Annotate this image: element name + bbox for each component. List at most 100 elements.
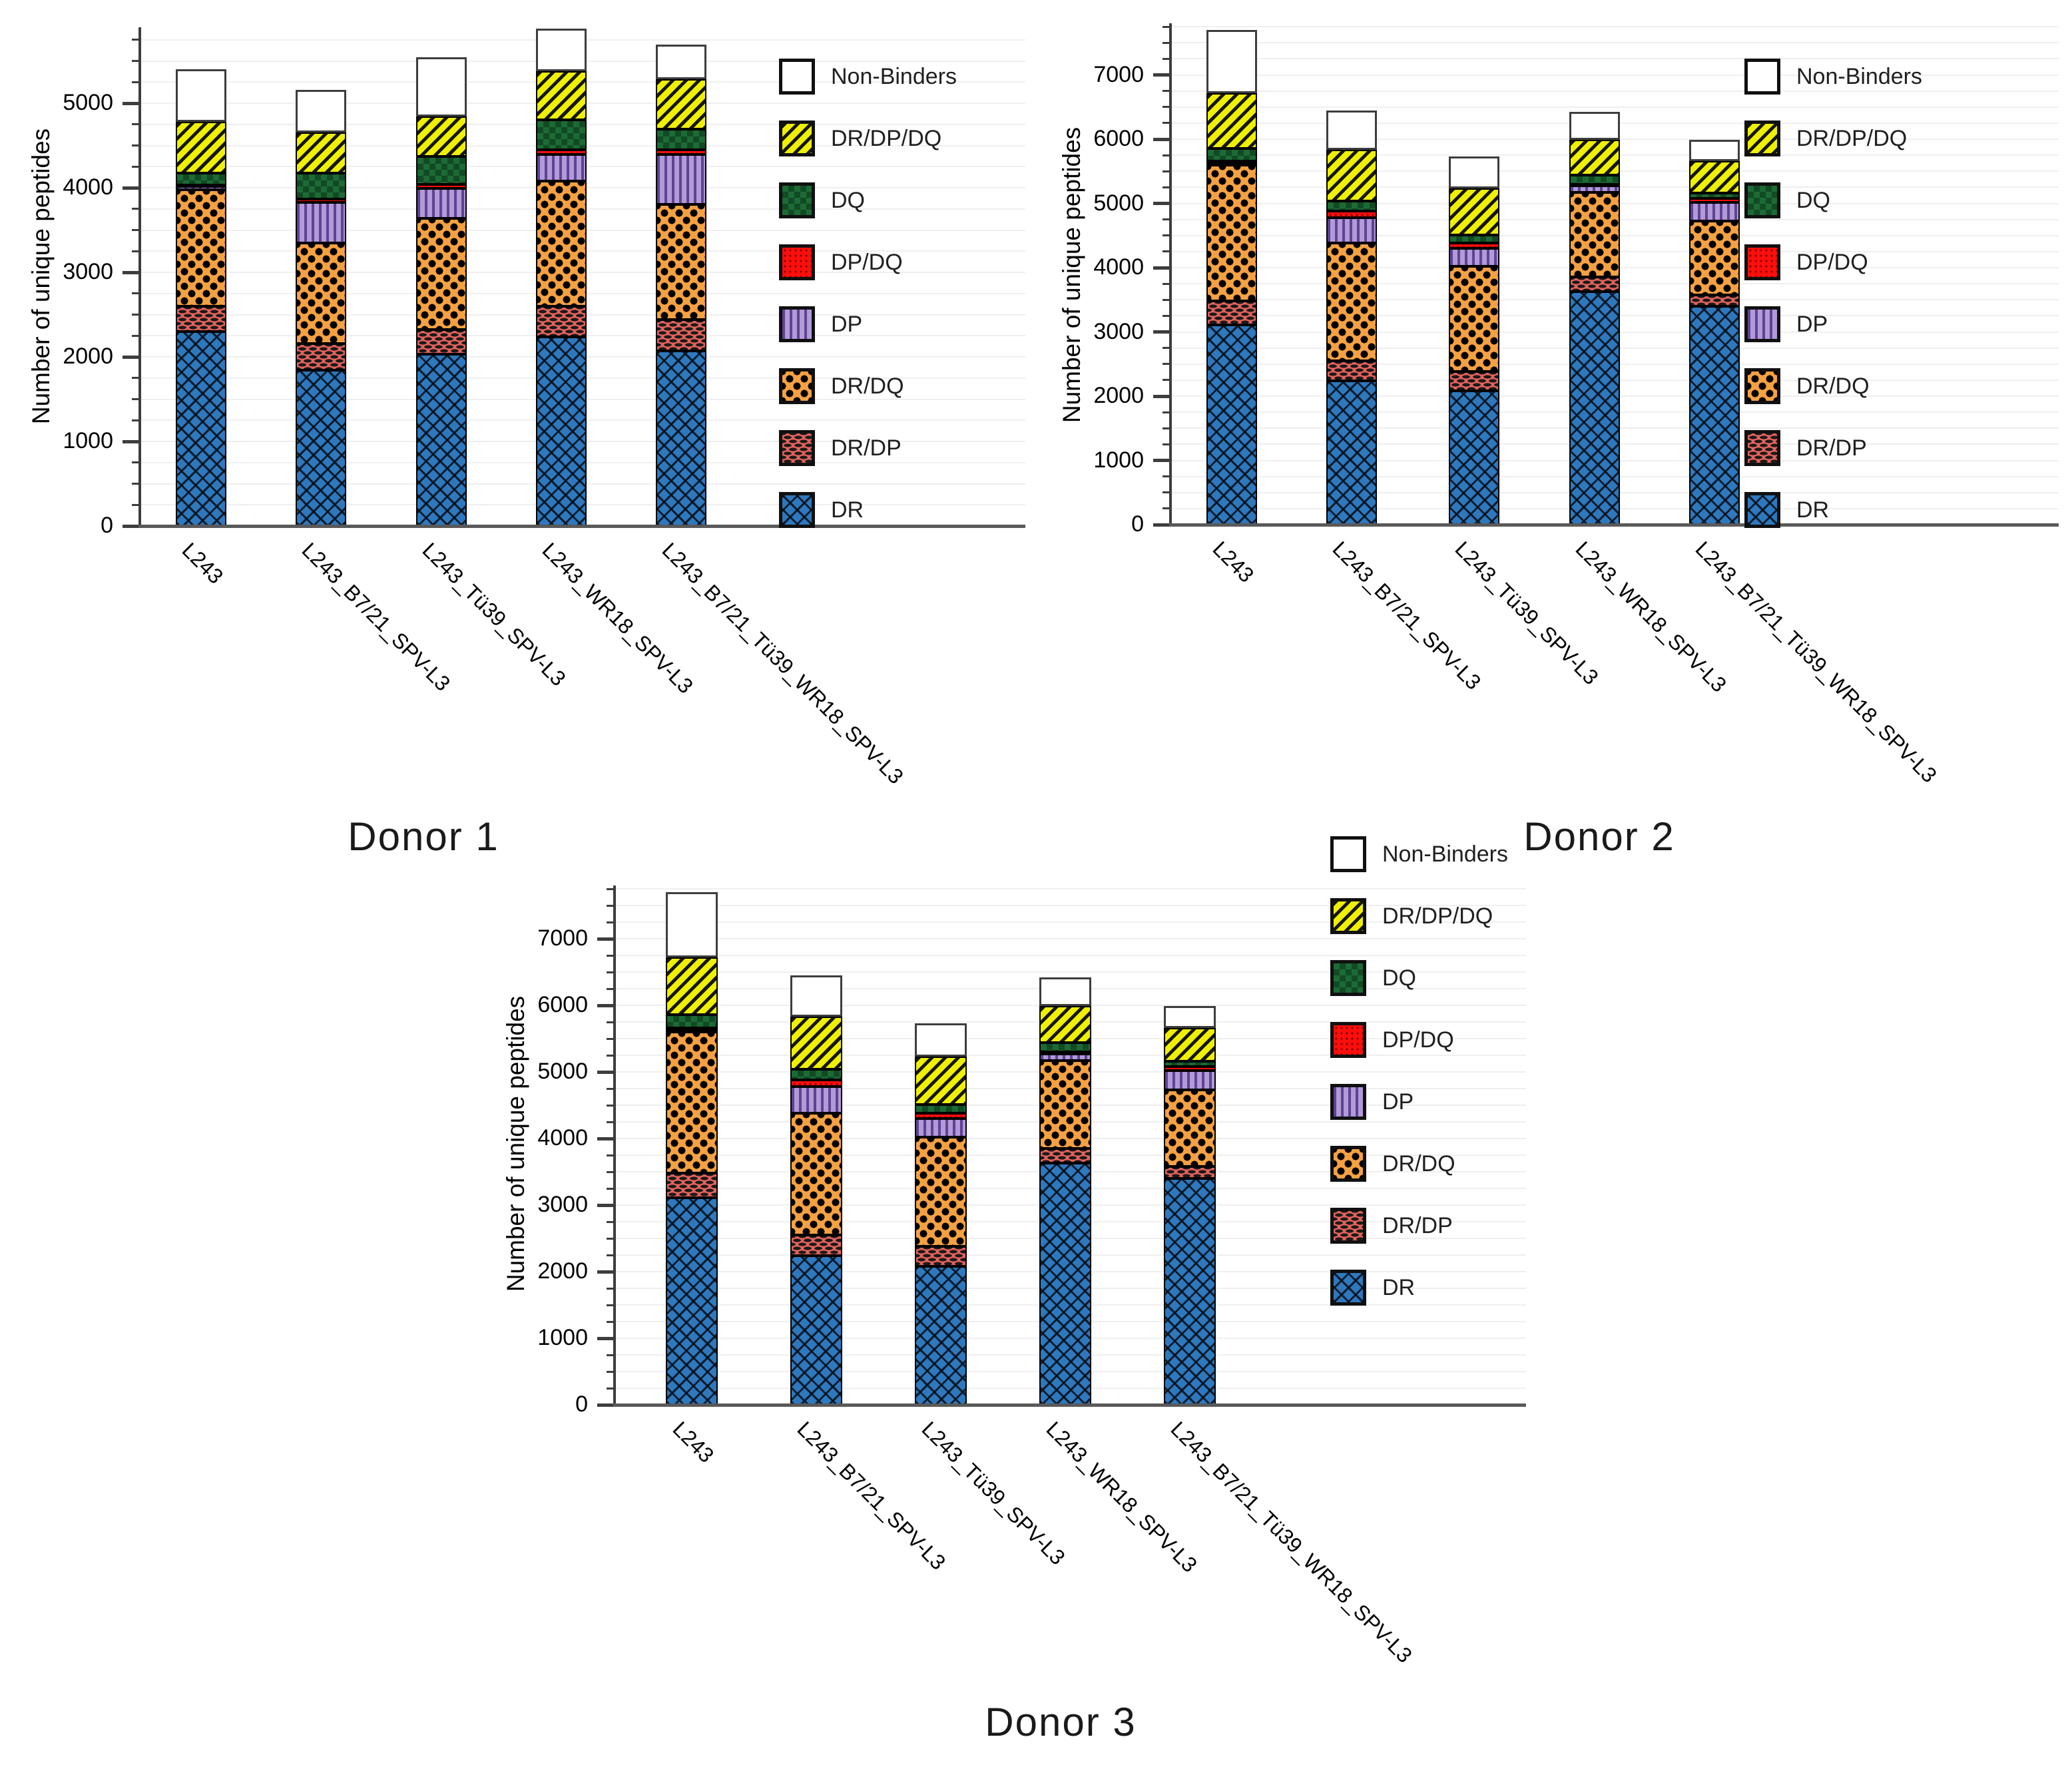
x-axis-line (1169, 523, 2059, 527)
y-axis-minor-tick (132, 229, 141, 231)
bar-segment-dr (666, 1198, 718, 1405)
x-axis-line (138, 525, 1025, 528)
gridline (616, 938, 1526, 939)
y-axis-minor-tick (607, 971, 616, 973)
legend-label-dq: DQ (1382, 965, 1416, 991)
x-category-label: L243 (177, 538, 228, 589)
y-axis-minor-tick (1163, 314, 1172, 317)
y-axis-major-tick (1153, 137, 1172, 141)
bar-segment-drdpdq (536, 71, 587, 121)
legend-swatch-dq (1744, 182, 1780, 218)
y-axis-minor-tick (607, 1037, 616, 1040)
bar-segment-nb (1039, 977, 1091, 1006)
bar-segment-dp (790, 1087, 842, 1113)
y-axis-major-tick (597, 1137, 616, 1140)
chart-title-donor3: Donor 3 (985, 1700, 1137, 1744)
legend-swatch-dr (1744, 492, 1780, 528)
y-axis-minor-tick (132, 503, 141, 506)
y-axis-minor-tick (1163, 186, 1172, 188)
legend-swatch-drdp (779, 430, 815, 466)
bar-segment-dq (1449, 234, 1499, 244)
y-tick-label: 6000 (1093, 126, 1144, 151)
x-category-label: L243 (1208, 537, 1259, 587)
bar-segment-dpdq (1689, 198, 1740, 202)
bar-segment-dpdq (915, 1113, 967, 1119)
y-axis-minor-tick (1163, 154, 1172, 156)
gridline (616, 955, 1526, 956)
bar-segment-drdp (666, 1173, 718, 1198)
legend-swatch-drdpdq (1330, 898, 1366, 934)
y-axis-major-tick (1153, 266, 1172, 270)
bar-segment-drdpdq (1569, 139, 1620, 176)
y-axis-major-tick (1153, 459, 1172, 462)
bar-segment-nb (1689, 139, 1740, 161)
y-tick-label: 3000 (63, 259, 113, 284)
y-axis-spine (613, 886, 616, 1405)
bar-segment-nb (1326, 110, 1377, 150)
y-axis-spine (138, 27, 141, 526)
bar-segment-drdq (666, 1032, 718, 1173)
x-category-label: L243 (668, 1417, 719, 1467)
bar-segment-nb (1164, 1006, 1216, 1028)
bar-segment-nb (656, 45, 706, 80)
y-axis-minor-tick (132, 81, 141, 83)
legend-label-dp: DP (831, 312, 863, 337)
y-axis-minor-tick (1163, 90, 1172, 93)
bar-segment-drdp (176, 306, 226, 332)
y-axis-minor-tick (132, 60, 141, 62)
bar-segment-drdp (1449, 372, 1499, 391)
bar-segment-dp (656, 154, 706, 205)
gridline (1172, 58, 2059, 60)
bar-segment-dp (536, 154, 587, 181)
y-tick-label: 7000 (537, 925, 588, 951)
y-axis-minor-tick (607, 1370, 616, 1373)
y-axis-minor-tick (1163, 122, 1172, 125)
gridline (1172, 90, 2059, 92)
y-tick-label: 2000 (1093, 383, 1144, 408)
bar-segment-drdq (1164, 1090, 1216, 1166)
y-tick-label: 1000 (1093, 447, 1144, 473)
bar-segment-dq (176, 173, 226, 186)
y-axis-major-tick (123, 524, 141, 528)
y-axis-minor-tick (1163, 427, 1172, 429)
gridline (616, 971, 1526, 973)
legend-label-dpdq: DP/DQ (1796, 250, 1868, 275)
legend-swatch-dq (1330, 960, 1366, 996)
gridline (1172, 26, 2059, 28)
bar-segment-dpdq (536, 149, 587, 155)
y-axis-minor-tick (607, 887, 616, 890)
legend-label-nb: Non-Binders (831, 64, 957, 89)
bar-segment-dr (536, 336, 587, 526)
chart-title-donor2: Donor 2 (1523, 814, 1675, 859)
x-category-label: L243_B7/21_Tü39_WR18_SPV-L3 (1690, 537, 1942, 788)
bar-segment-nb (915, 1023, 967, 1057)
y-axis-minor-tick (132, 292, 141, 295)
bar-segment-drdq (915, 1137, 967, 1246)
bar-segment-nb (666, 892, 718, 957)
bar-segment-dpdq (1164, 1067, 1216, 1071)
y-axis-major-tick (123, 270, 141, 274)
bar-segment-drdp (296, 343, 346, 371)
y-axis-minor-tick (607, 904, 616, 907)
bar-segment-dpdq (656, 149, 706, 155)
y-axis-major-tick (1153, 73, 1172, 77)
y-axis-minor-tick (132, 483, 141, 485)
y-tick-label: 0 (575, 1392, 588, 1417)
y-axis-minor-tick (1163, 443, 1172, 445)
bar-segment-dr (416, 354, 467, 526)
legend-label-dpdq: DP/DQ (1382, 1027, 1454, 1053)
y-axis-minor-tick (1163, 491, 1172, 494)
legend-label-drdp: DR/DP (831, 435, 902, 461)
bar-segment-drdpdq (790, 1017, 842, 1069)
bar-segment-dr (296, 370, 346, 526)
y-axis-minor-tick (1163, 507, 1172, 510)
y-axis-minor-tick (132, 461, 141, 464)
bar-segment-dr (656, 351, 706, 526)
bar-segment-dq (296, 173, 346, 199)
y-axis-minor-tick (1163, 106, 1172, 109)
bar-segment-dq (1206, 148, 1257, 161)
bar-segment-dq (1569, 175, 1620, 184)
y-axis-minor-tick (607, 1087, 616, 1090)
y-tick-label: 3000 (537, 1192, 588, 1217)
